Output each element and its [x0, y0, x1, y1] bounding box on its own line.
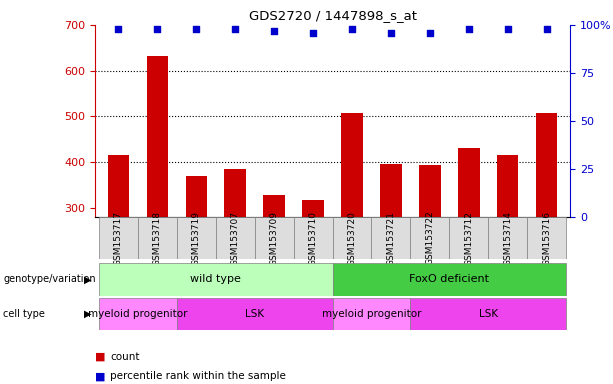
Point [425, 30, 435, 36]
Bar [341, 113, 363, 217]
Text: myeloid progenitor: myeloid progenitor [88, 309, 188, 319]
Bar [371, 217, 411, 259]
Text: FoxO deficient: FoxO deficient [409, 274, 489, 285]
Bar [254, 217, 294, 259]
Bar [138, 217, 177, 259]
Text: GSM153722: GSM153722 [425, 211, 435, 265]
Point [308, 30, 318, 36]
Bar [264, 195, 285, 217]
Text: GSM153710: GSM153710 [308, 210, 318, 266]
Bar [224, 169, 246, 217]
Text: genotype/variation: genotype/variation [3, 274, 96, 285]
Bar [216, 217, 254, 259]
Text: ▶: ▶ [84, 309, 91, 319]
Text: myeloid progenitor: myeloid progenitor [322, 309, 421, 319]
Bar [333, 263, 566, 296]
Text: GSM153709: GSM153709 [270, 210, 279, 266]
Point [191, 26, 201, 32]
Text: count: count [110, 352, 140, 362]
Bar [411, 298, 566, 330]
Bar [449, 217, 489, 259]
Point [542, 26, 552, 32]
Text: GSM153712: GSM153712 [464, 211, 473, 265]
Point [269, 28, 279, 34]
Bar [411, 217, 449, 259]
Bar [458, 148, 479, 217]
Bar [147, 56, 168, 217]
Point [113, 26, 123, 32]
Text: GSM153707: GSM153707 [230, 210, 240, 266]
Point [153, 26, 162, 32]
Text: GSM153720: GSM153720 [348, 211, 357, 265]
Bar [380, 164, 402, 217]
Text: percentile rank within the sample: percentile rank within the sample [110, 371, 286, 381]
Text: GSM153714: GSM153714 [503, 211, 512, 265]
Text: wild type: wild type [190, 274, 241, 285]
Text: GSM153718: GSM153718 [153, 210, 162, 266]
Text: ▶: ▶ [84, 274, 91, 285]
Bar [294, 217, 333, 259]
Bar [177, 298, 333, 330]
Bar [302, 200, 324, 217]
Bar [99, 263, 333, 296]
Text: GSM153716: GSM153716 [543, 210, 551, 266]
Text: LSK: LSK [245, 309, 264, 319]
Bar [186, 176, 207, 217]
Point [503, 26, 512, 32]
Bar [99, 298, 177, 330]
Bar [489, 217, 527, 259]
Text: ■: ■ [95, 371, 105, 381]
Text: GSM153721: GSM153721 [386, 211, 395, 265]
Bar [527, 217, 566, 259]
Bar [177, 217, 216, 259]
Point [464, 26, 474, 32]
Bar [99, 217, 138, 259]
Text: cell type: cell type [3, 309, 45, 319]
Bar [497, 155, 519, 217]
Bar [536, 113, 557, 217]
Point [386, 30, 396, 36]
Point [347, 26, 357, 32]
Text: GSM153717: GSM153717 [114, 210, 123, 266]
Text: ■: ■ [95, 352, 105, 362]
Title: GDS2720 / 1447898_s_at: GDS2720 / 1447898_s_at [248, 9, 417, 22]
Text: GSM153719: GSM153719 [192, 210, 201, 266]
Bar [333, 217, 371, 259]
Point [230, 26, 240, 32]
Bar [333, 298, 411, 330]
Bar [419, 165, 441, 217]
Bar [108, 155, 129, 217]
Text: LSK: LSK [479, 309, 498, 319]
